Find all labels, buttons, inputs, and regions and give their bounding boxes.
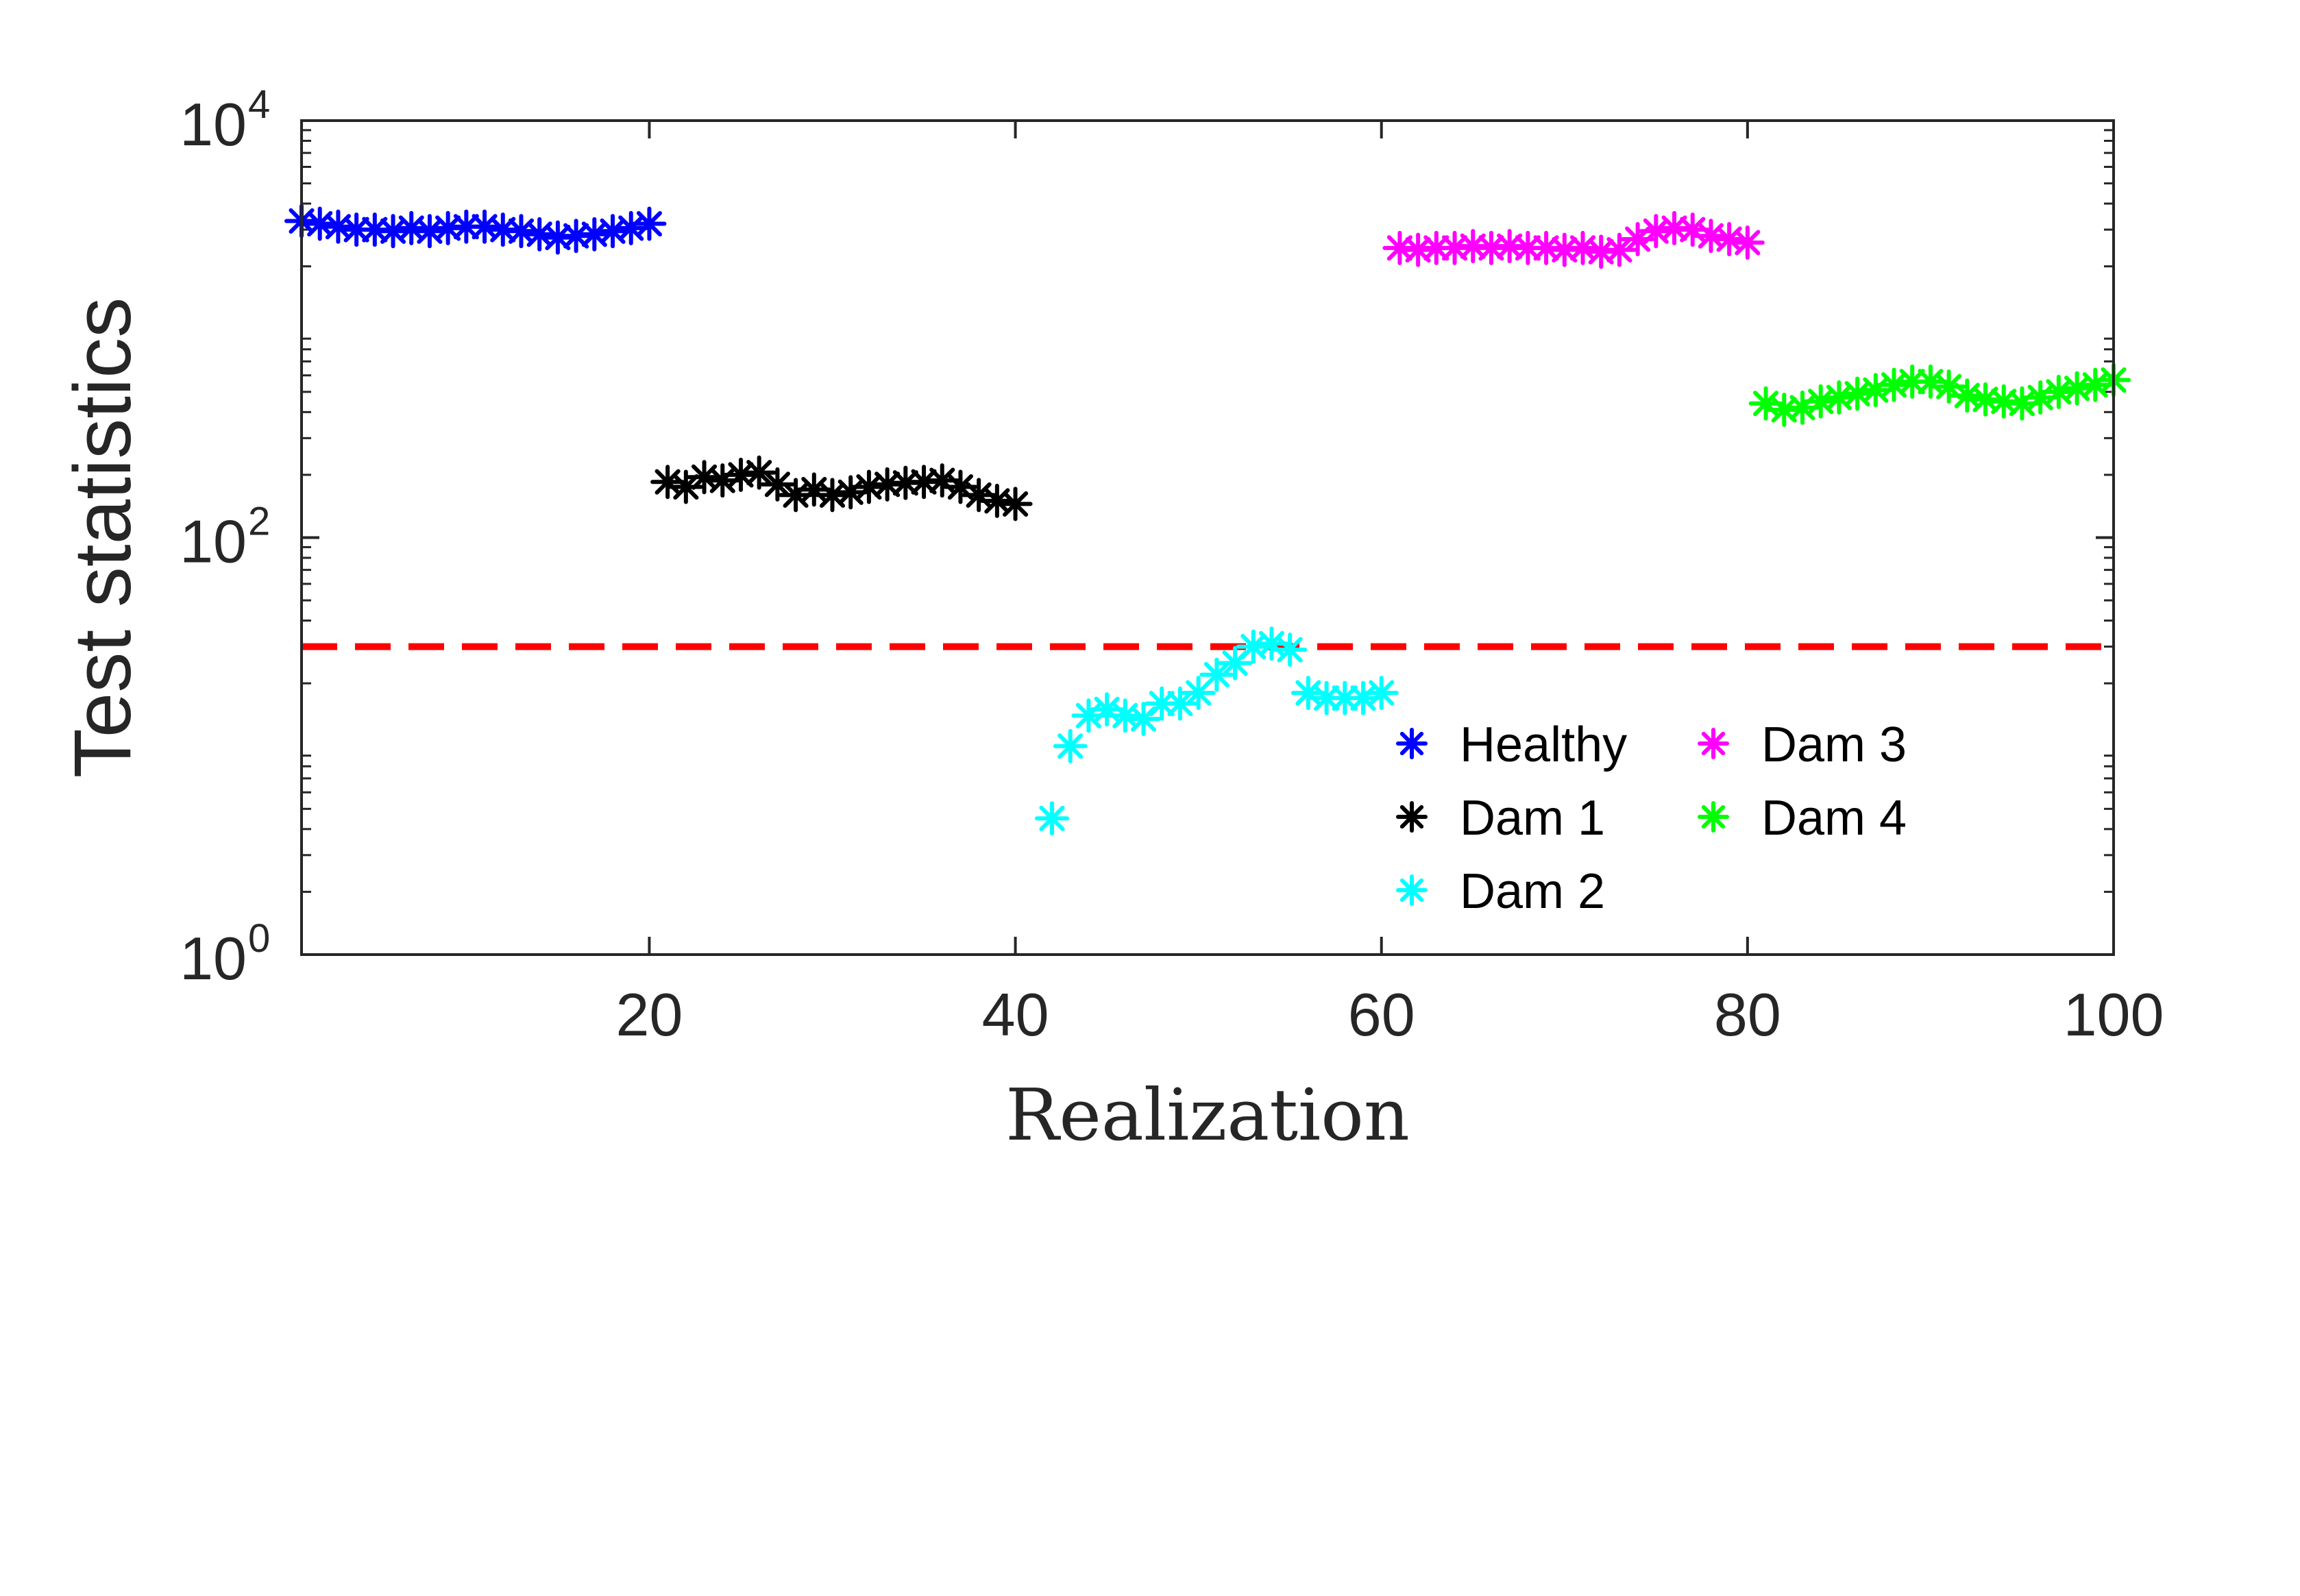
legend-marker (1396, 728, 1428, 759)
series-dam-3 (1382, 210, 1765, 269)
x-tick-label: 100 (2064, 981, 2164, 1048)
legend-marker (1698, 801, 1729, 833)
x-tick-label: 20 (615, 981, 683, 1048)
data-point (449, 209, 484, 244)
legend-label: Healthy (1460, 717, 1627, 772)
data-point (1236, 629, 1271, 664)
y-axis-label: Test statistics (58, 297, 148, 778)
x-tick-label: 80 (1714, 981, 1781, 1048)
y-tick-label-exponent: 2 (248, 500, 270, 544)
data-point (979, 483, 1014, 518)
y-tick-label-exponent: 4 (248, 82, 270, 127)
legend-label: Dam 3 (1761, 717, 1907, 772)
y-tick-label-base: 10 (180, 508, 247, 576)
legend: Healthy Dam 1 Dam 2 Dam 3 Dam 4 (1396, 717, 1907, 919)
legend-entry: Healthy (1396, 717, 1627, 772)
data-point (1840, 376, 1875, 411)
data-point (1199, 657, 1234, 692)
data-point (1053, 728, 1088, 763)
data-point (888, 465, 923, 500)
legend-label: Dam 4 (1761, 791, 1907, 846)
legend-marker (1396, 801, 1428, 833)
legend-label: Dam 2 (1460, 864, 1605, 919)
series-dam-4 (1748, 363, 2131, 428)
y-tick-label-base: 10 (180, 924, 247, 992)
x-tick-label: 60 (1348, 981, 1415, 1048)
legend-marker (1698, 728, 1729, 759)
data-point (2078, 367, 2113, 402)
legend-entry: Dam 3 (1698, 717, 1907, 772)
data-point (2041, 374, 2076, 409)
data-point (1510, 230, 1545, 265)
y-tick-label-base: 10 (180, 90, 247, 158)
data-point (632, 206, 667, 241)
data-point (1364, 676, 1399, 711)
data-point (998, 487, 1033, 521)
data-point (1034, 801, 1069, 836)
data-point (1730, 225, 1765, 260)
series-healthy (284, 204, 667, 255)
series-dam-1 (650, 455, 1033, 521)
data-point (1071, 698, 1106, 733)
data-point (1273, 633, 1308, 667)
legend-label: Dam 1 (1460, 791, 1605, 846)
data-point (1126, 702, 1161, 737)
legend-entry: Dam 1 (1396, 791, 1605, 846)
data-point (687, 460, 722, 495)
x-axis-label: Realization (1005, 1073, 1410, 1157)
data-point (723, 457, 758, 492)
axes-frame (300, 119, 2115, 956)
x-tick-label: 40 (982, 981, 1049, 1048)
legend-entry: Dam 2 (1396, 864, 1605, 919)
legend-marker (1396, 874, 1428, 906)
data-point (1108, 698, 1142, 733)
data-point (760, 467, 795, 502)
data-point (376, 214, 411, 249)
data-point (339, 212, 374, 247)
data-point (742, 455, 776, 490)
y-tick-label-exponent: 0 (248, 916, 270, 961)
series-dam-2 (1034, 626, 1399, 836)
legend-entry: Dam 4 (1698, 791, 1907, 846)
data-point (1639, 214, 1674, 249)
data-series (284, 204, 2131, 836)
